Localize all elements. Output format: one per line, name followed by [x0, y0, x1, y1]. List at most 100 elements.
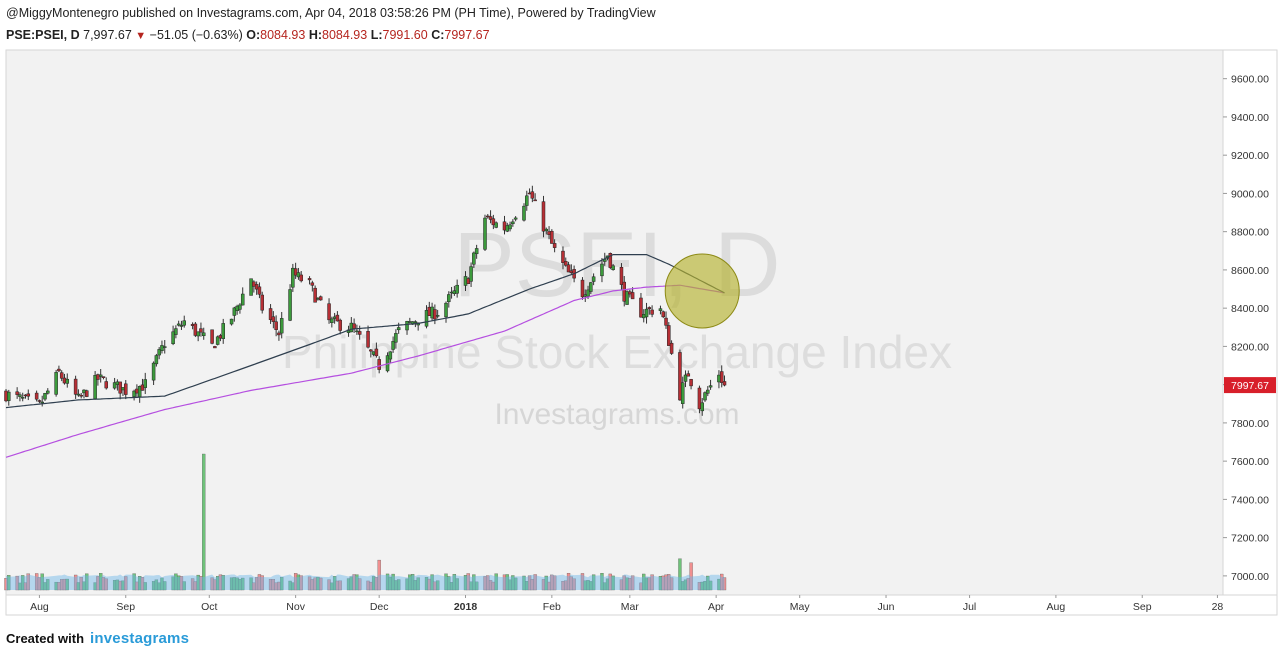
time-tick-label: Mar	[621, 601, 640, 613]
candle-body	[238, 304, 242, 310]
candle-body	[59, 372, 64, 379]
candle-body	[591, 276, 596, 282]
candle-body	[435, 315, 440, 317]
candle-body	[644, 308, 649, 318]
time-tick-label: Sep	[1133, 601, 1152, 613]
candle-body	[76, 393, 81, 396]
candle-body	[157, 349, 161, 356]
volume-bar	[280, 577, 284, 591]
candle-body	[396, 327, 401, 331]
candle-body	[249, 278, 253, 296]
candle-body	[15, 391, 19, 395]
candle-body	[160, 345, 164, 351]
candle-body	[293, 268, 298, 276]
volume-bar	[552, 575, 557, 591]
candle-body	[405, 321, 409, 331]
volume-bar	[708, 580, 713, 591]
candle-body	[689, 379, 693, 387]
candle-body	[508, 224, 512, 230]
volume-bar	[572, 578, 576, 591]
time-tick-label: Sep	[116, 601, 135, 613]
candle-body	[215, 336, 220, 345]
price-tick-label: 7800.00	[1231, 418, 1269, 430]
candle-body	[18, 394, 22, 397]
watermark-name: Philippine Stock Exchange Index	[282, 326, 952, 378]
volume-bar	[338, 580, 342, 591]
candle-body	[57, 368, 61, 372]
price-axis-background	[1222, 49, 1278, 596]
candle-body	[85, 390, 89, 397]
candle-body	[352, 323, 356, 329]
investagrams-logo[interactable]: investagrams	[90, 630, 190, 647]
candle-body	[327, 303, 331, 321]
candle-body	[494, 222, 498, 228]
candle-body	[680, 382, 685, 404]
candle-body	[174, 328, 178, 335]
ohlc-legend: PSE:PSEI, D 7,997.67 ▼ −51.05 (−0.63%) O…	[6, 28, 490, 42]
candle-body	[377, 359, 381, 370]
candle-body	[357, 331, 362, 335]
candle-body	[366, 331, 370, 348]
volume-bar	[591, 574, 596, 591]
volume-bar	[436, 580, 440, 591]
candle-body	[433, 309, 437, 320]
candle-body	[179, 325, 184, 327]
candle-body	[313, 287, 317, 303]
time-axis-background	[5, 594, 1278, 616]
time-tick-label: 2018	[454, 601, 478, 613]
candle-body	[580, 279, 585, 298]
candle-body	[700, 402, 704, 412]
price-tick-label: 8600.00	[1231, 265, 1269, 277]
candle-body	[566, 264, 571, 273]
candle-body	[639, 297, 643, 318]
time-tick-label: Jun	[878, 601, 895, 613]
candle-body	[43, 393, 47, 400]
volume-bar	[678, 558, 682, 591]
candle-body	[288, 289, 292, 321]
low-label: L:	[370, 28, 383, 42]
candle-body	[491, 218, 496, 226]
candle-body	[625, 291, 629, 305]
candle-body	[210, 329, 214, 344]
high-value: 8084.93	[322, 28, 368, 42]
volume-bar	[669, 577, 674, 591]
low-value: 7991.60	[382, 28, 428, 42]
volume-bar	[611, 575, 615, 591]
candle-body	[678, 352, 682, 401]
candle-body	[444, 302, 448, 318]
volume-bar	[46, 579, 50, 591]
candle-body	[719, 371, 724, 383]
candle-body	[525, 195, 529, 206]
price-tick-label: 9400.00	[1231, 112, 1269, 124]
symbol-label[interactable]: PSE:PSEI, D	[6, 28, 80, 42]
candle-body	[703, 392, 707, 401]
volume-bar	[455, 578, 459, 591]
moving-average-fast	[5, 254, 725, 409]
candle-body	[221, 323, 225, 339]
close-value: 7997.67	[444, 28, 490, 42]
candle-body	[552, 243, 557, 248]
candle-body	[391, 341, 395, 350]
time-axis[interactable]: Aug Sep Oct Nov Dec 2018 Feb Mar Apr May Jun Jul Aug…	[30, 595, 1223, 613]
candle-body	[299, 274, 303, 282]
candle-body	[600, 263, 604, 277]
candle-body	[683, 374, 688, 382]
candle-body	[647, 307, 652, 310]
candle-body	[619, 266, 624, 285]
candle-body	[40, 401, 44, 404]
candle-body	[257, 286, 262, 295]
candle-body	[455, 284, 459, 294]
time-tick-label: 28	[1212, 601, 1224, 613]
candle-body	[271, 316, 276, 322]
candle-body	[171, 331, 175, 345]
volume-bar	[124, 576, 128, 591]
moving-average-slow	[5, 284, 725, 458]
volume-bar	[416, 577, 420, 591]
candle-body	[706, 389, 710, 394]
candle-body	[65, 378, 70, 384]
price-tick-label: 7600.00	[1231, 456, 1269, 468]
candle-body	[307, 278, 312, 281]
candle-body	[98, 374, 103, 377]
candle-body	[101, 376, 106, 378]
